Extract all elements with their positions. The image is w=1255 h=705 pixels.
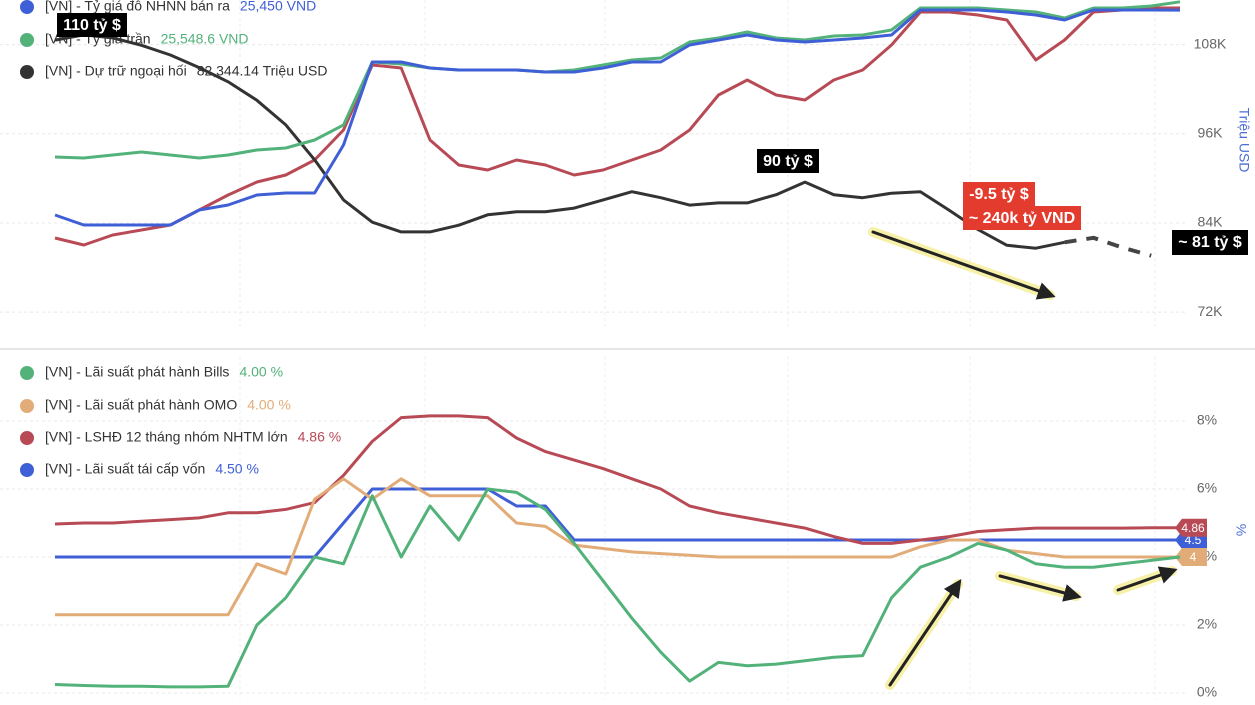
annotation-box — [1172, 230, 1248, 255]
annotation-box — [963, 206, 1081, 230]
legend-marker — [20, 33, 34, 47]
legend-marker — [20, 463, 34, 477]
annotation: 90 tỷ $ — [763, 153, 813, 170]
annotation-box — [963, 182, 1035, 206]
y-tick-label: 0% — [1197, 684, 1217, 700]
legend-value: 4.86 % — [298, 429, 342, 445]
y-tick-label: 6% — [1197, 480, 1217, 496]
legend-marker — [20, 431, 34, 445]
y-tick-label: 72K — [1198, 303, 1224, 319]
legend-marker — [20, 366, 34, 380]
y-axis-label: Triệu USD — [1236, 108, 1252, 173]
legend-value: 4.00 % — [247, 397, 291, 413]
legend-label: [VN] - Dự trữ ngoại hối — [45, 63, 187, 79]
arrow — [1116, 566, 1178, 592]
end-label: 4.86 — [1181, 521, 1205, 535]
legend-label: [VN] - LSHĐ 12 tháng nhóm NHTM lớn — [45, 429, 288, 445]
legend-label: [VN] - Tỷ giá đô NHNN bán ra — [45, 0, 230, 14]
series-line — [54, 33, 1065, 250]
series-line — [54, 487, 1181, 689]
arrow — [871, 230, 1056, 300]
end-label: 4 — [1190, 550, 1197, 564]
series-line — [54, 8, 1181, 227]
end-label-box — [1175, 518, 1207, 537]
arrows — [868, 227, 1178, 690]
series-line — [54, 414, 1180, 545]
y-tick-label: 84K — [1198, 214, 1224, 230]
y-tick-label: 2% — [1197, 616, 1217, 632]
y-axis-label: % — [1233, 524, 1249, 536]
legend-label: [VN] - Lãi suất tái cấp vốn — [45, 461, 205, 477]
series-line — [55, 477, 1180, 617]
legend-marker — [20, 399, 34, 413]
annotation: 110 tỷ $ — [63, 17, 121, 34]
legend-value: 25,548.6 VND — [161, 31, 249, 47]
end-label-box — [1175, 548, 1207, 566]
series-line — [55, 487, 1180, 559]
legend-value: 82,344.14 Triệu USD — [197, 63, 328, 79]
annotation-box — [57, 13, 127, 37]
y-tick-label: 8% — [1197, 412, 1217, 428]
legend-marker — [20, 65, 34, 79]
arrow — [888, 579, 962, 687]
y-tick-label: 108K — [1194, 35, 1227, 51]
legend-label: [VN] - Lãi suất phát hành OMO — [45, 397, 237, 413]
annotations: 110 tỷ $ 90 tỷ $ -9.5 tỷ $ ~ 240k tỷ VND… — [57, 13, 1248, 690]
series-line — [1064, 235, 1152, 258]
annotation: ~ 240k tỷ VND — [969, 210, 1075, 227]
legend-value: 4.00 % — [239, 364, 283, 380]
legend-marker — [20, 0, 34, 14]
legend-value: 25,450 VND — [240, 0, 316, 14]
series-line — [54, 0, 1181, 160]
y-tick-label: 96K — [1198, 124, 1224, 140]
arrow — [998, 574, 1082, 602]
legend-value: 4.50 % — [215, 461, 259, 477]
series-line — [54, 6, 1180, 247]
legend-label: [VN] - Lãi suất phát hành Bills — [45, 364, 229, 380]
annotation: -9.5 tỷ $ — [969, 186, 1029, 203]
annotation: ~ 81 tỷ $ — [1178, 234, 1242, 251]
annotation-box — [757, 149, 819, 173]
